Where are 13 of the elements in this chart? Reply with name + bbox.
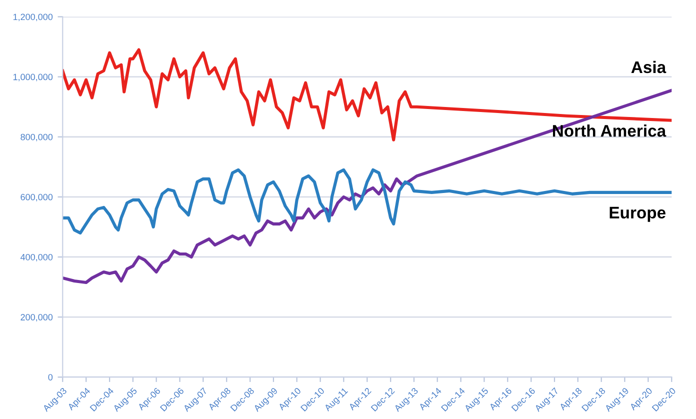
y-tick-label: 800,000 [20,134,53,142]
line-series [62,168,672,234]
series-label: North America [552,124,666,137]
y-tick-label: 1,000,000 [13,74,53,82]
series-label: Asia [631,60,666,74]
y-tick-label: 200,000 [20,314,53,322]
y-tick-label: 600,000 [20,194,53,202]
series-label: Europe [610,206,666,222]
y-tick-label: 400,000 [20,254,53,262]
y-tick-label: 0 [48,374,53,380]
line-series [62,88,672,284]
y-tick-label: 1,200,000 [13,14,53,22]
line-series [62,48,672,142]
